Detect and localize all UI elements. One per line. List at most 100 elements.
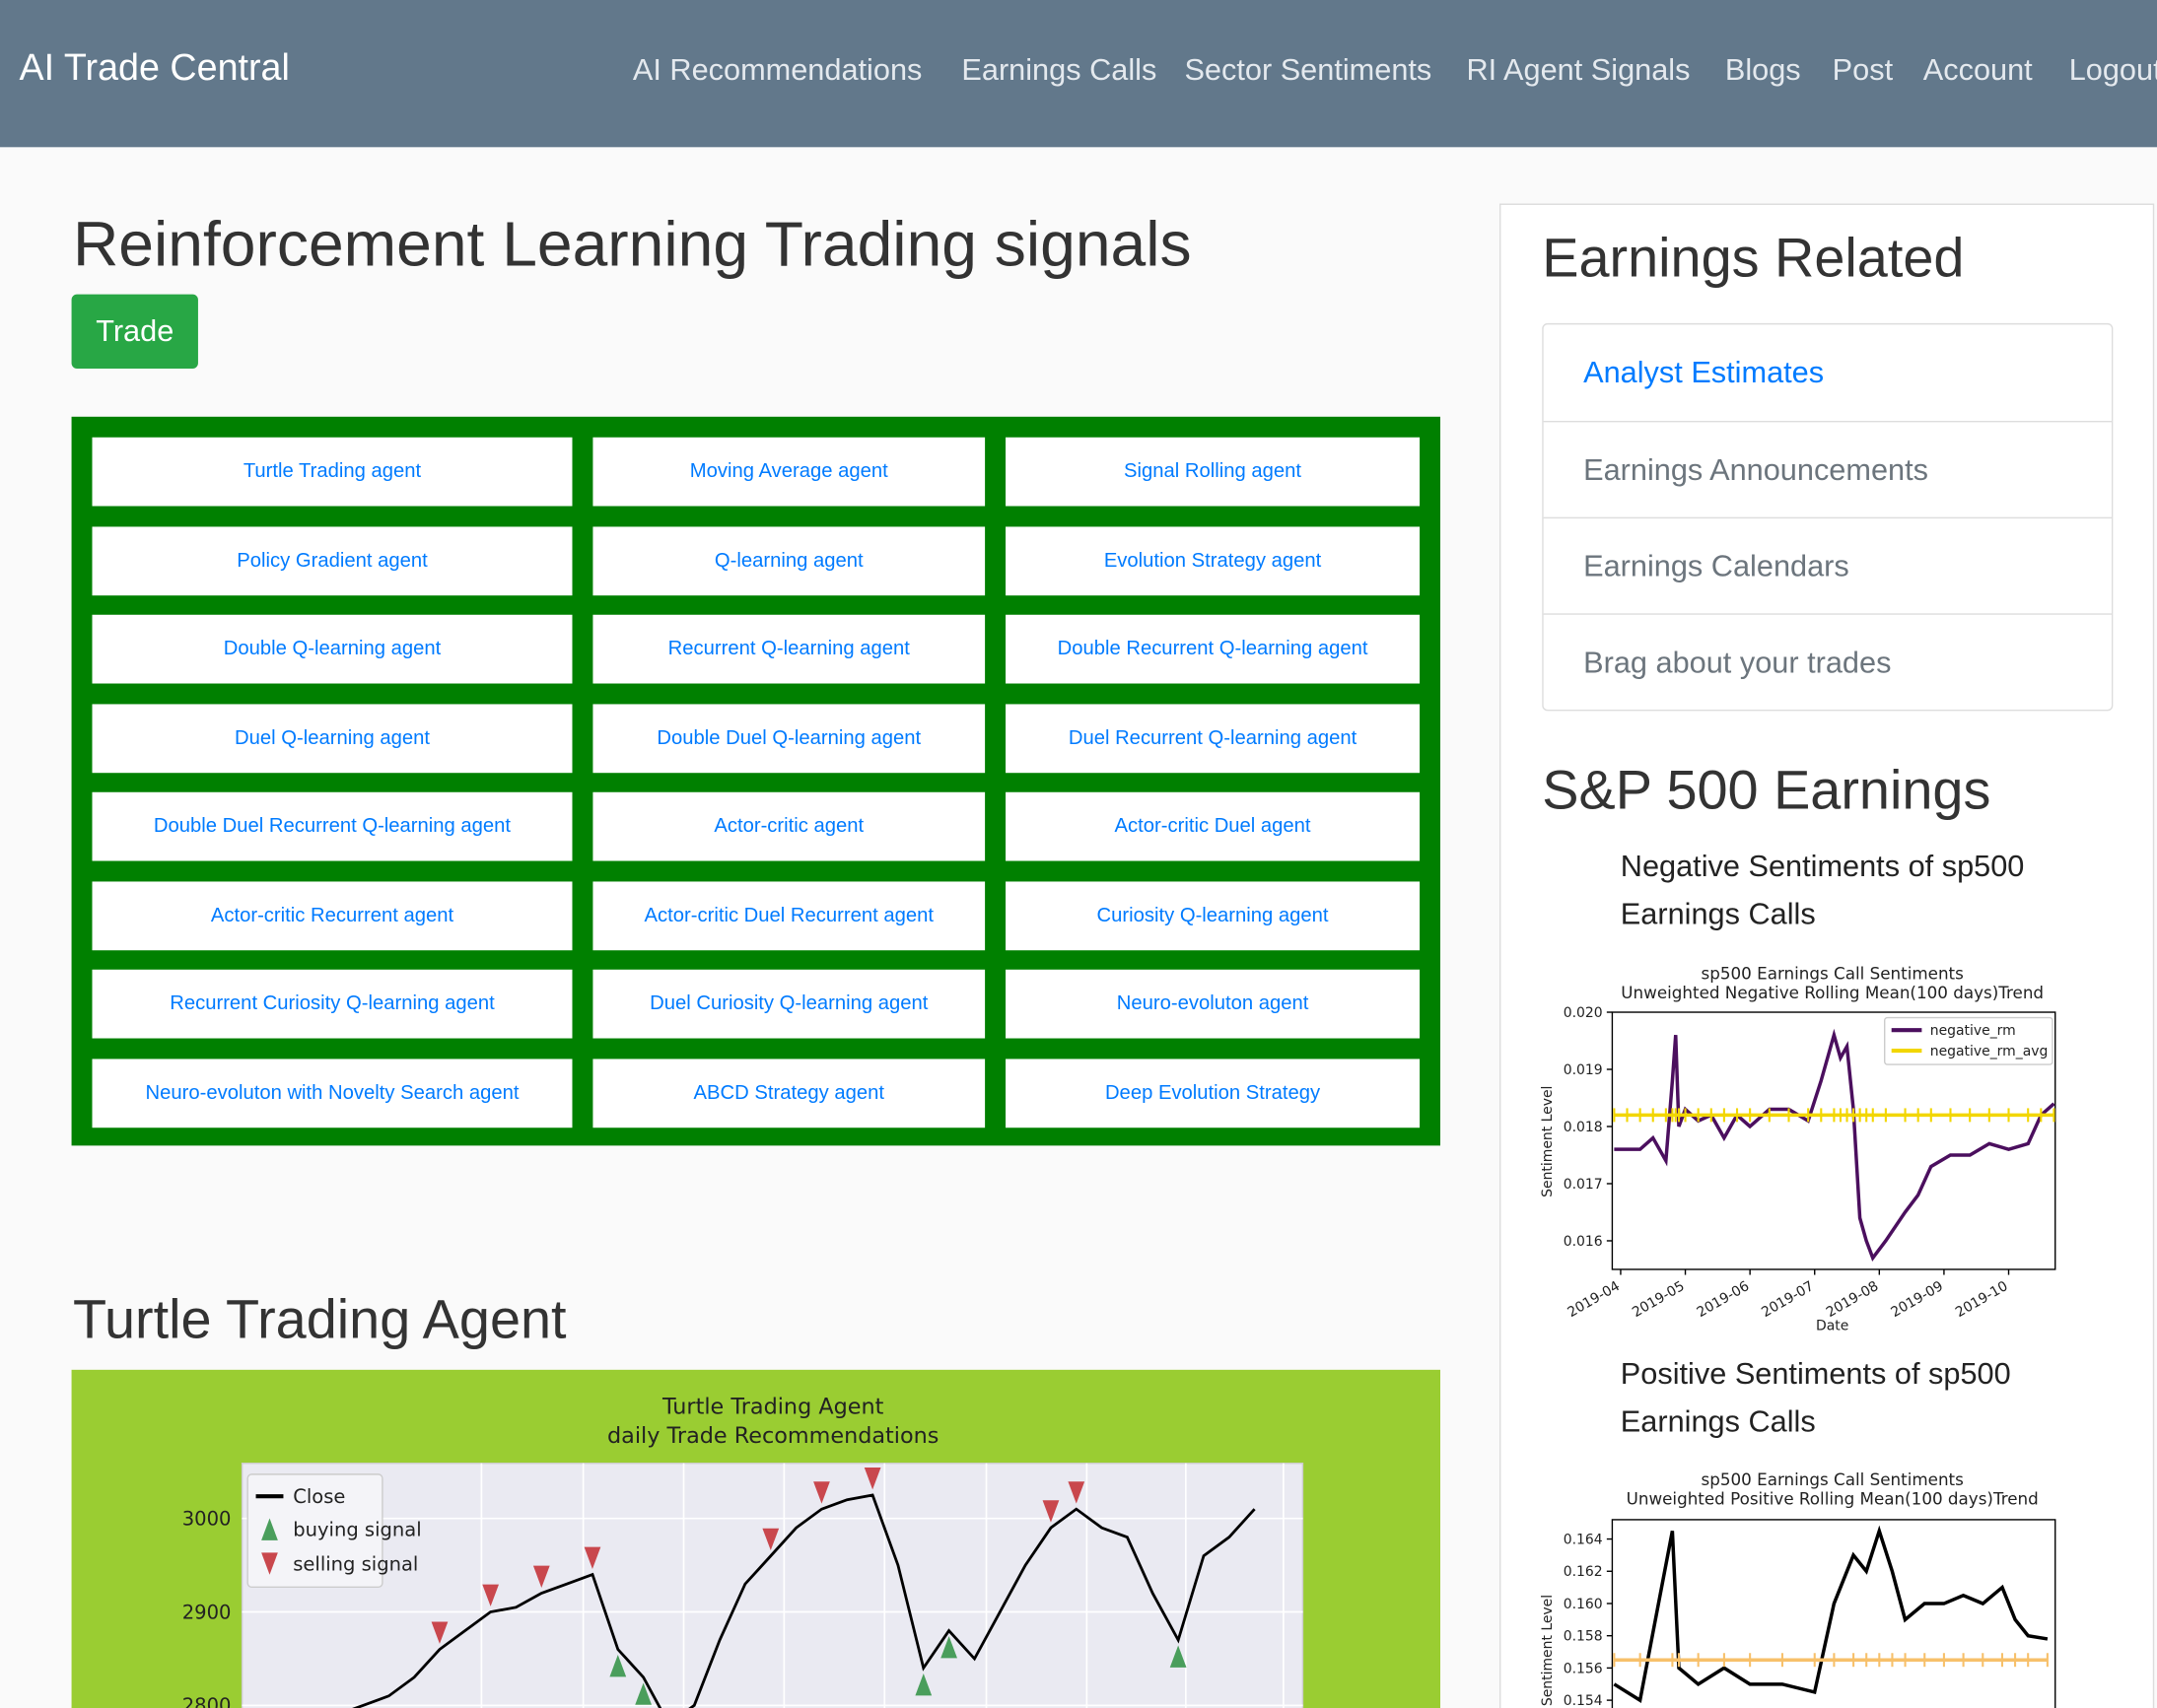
nav-link[interactable]: Post <box>1832 52 1894 87</box>
chart-subtitle: daily Trade Recommendations <box>607 1423 939 1449</box>
y-tick-label: 0.019 <box>1564 1062 1603 1078</box>
agent-link[interactable]: Double Q-learning agent <box>92 614 573 684</box>
agent-link[interactable]: Policy Gradient agent <box>92 525 573 595</box>
x-axis-label: Date <box>1816 1318 1848 1333</box>
legend-swatch <box>261 1552 278 1575</box>
signal-marker <box>762 1528 780 1551</box>
nav-link[interactable]: AI Recommendations <box>632 52 923 87</box>
series-line <box>1614 1028 2055 1262</box>
page-title: Reinforcement Learning Trading signals <box>72 207 1192 280</box>
agent-link[interactable]: Double Duel Q-learning agent <box>592 703 986 773</box>
x-tick-label: 2019-06 <box>1695 1278 1752 1321</box>
legend <box>1884 1016 2053 1065</box>
section-title: Turtle Trading Agent <box>72 1289 567 1351</box>
brand[interactable]: AI Trade Central <box>19 46 290 89</box>
y-tick-label: 2800 <box>182 1694 232 1708</box>
sidebar-title: Earnings Related <box>1542 228 1965 290</box>
agent-link[interactable]: Double Recurrent Q-learning agent <box>1006 614 1421 684</box>
agent-link[interactable]: Double Duel Recurrent Q-learning agent <box>92 791 573 861</box>
nav-link[interactable]: Earnings Calls <box>961 52 1157 87</box>
chart-subtitle: Unweighted Positive Rolling Mean(100 day… <box>1627 1489 2039 1509</box>
legend-label: negative_rm <box>1930 1023 2016 1039</box>
signal-marker <box>1042 1500 1060 1523</box>
signal-marker <box>1169 1645 1187 1668</box>
nav-link[interactable]: Sector Sentiments <box>1184 52 1432 87</box>
chart-title: sp500 Earnings Call Sentiments <box>1702 964 1964 984</box>
agent-link[interactable]: Deep Evolution Strategy <box>1006 1058 1421 1127</box>
agent-link[interactable]: Duel Curiosity Q-learning agent <box>592 969 986 1039</box>
sidebar-section-title: S&P 500 Earnings <box>1542 760 1991 822</box>
y-tick-label: 0.164 <box>1564 1532 1603 1547</box>
agent-link[interactable]: Duel Recurrent Q-learning agent <box>1006 703 1421 773</box>
list-link[interactable]: Earnings Calendars <box>1543 516 2112 614</box>
agent-link[interactable]: Duel Q-learning agent <box>92 703 573 773</box>
chart-caption: Negative Sentiments of sp500 Earnings Ca… <box>1620 848 2025 931</box>
agent-link[interactable]: Recurrent Curiosity Q-learning agent <box>92 969 573 1039</box>
legend-swatch <box>261 1518 278 1540</box>
series-line <box>352 1493 1256 1708</box>
signal-marker <box>635 1682 652 1705</box>
signal-marker <box>609 1655 627 1677</box>
agent-link[interactable]: Recurrent Q-learning agent <box>592 614 986 684</box>
agent-link[interactable]: Actor-critic Duel agent <box>1006 791 1421 861</box>
nav-link[interactable]: Blogs <box>1724 52 1801 87</box>
x-tick-label: 2019-08 <box>1824 1278 1881 1321</box>
signal-marker <box>532 1565 550 1588</box>
navbar: AI Trade Central AI Recommendations Earni… <box>0 0 2157 148</box>
list-link[interactable]: Analyst Estimates <box>1583 355 1825 389</box>
signal-marker <box>940 1636 957 1659</box>
chart-caption: Positive Sentiments of sp500 Earnings Ca… <box>1620 1355 2011 1439</box>
link-list: Analyst Estimates Earnings Announcements E… <box>1542 322 2114 712</box>
signal-marker <box>431 1621 449 1644</box>
legend-label: selling signal <box>293 1553 418 1576</box>
y-tick-label: 0.160 <box>1564 1597 1603 1612</box>
chart-title: Turtle Trading Agent <box>661 1394 884 1419</box>
x-tick-label: 2019-07 <box>1759 1278 1816 1321</box>
agent-link[interactable]: Turtle Trading agent <box>92 437 573 507</box>
agent-link[interactable]: ABCD Strategy agent <box>592 1058 986 1127</box>
nav-link[interactable]: RI Agent Signals <box>1466 52 1691 87</box>
nav-link[interactable]: Account <box>1922 52 2033 87</box>
agent-link[interactable]: Curiosity Q-learning agent <box>1006 880 1421 950</box>
y-tick-label: 0.156 <box>1564 1661 1603 1676</box>
trade-button[interactable]: Trade <box>71 294 198 369</box>
x-tick-label: 2019-05 <box>1630 1278 1687 1321</box>
x-tick-label: 2019-10 <box>1953 1278 2010 1321</box>
agent-link[interactable]: Moving Average agent <box>592 437 986 507</box>
agent-grid: Turtle Trading agent Moving Average agent… <box>71 416 1440 1146</box>
agent-link[interactable]: Evolution Strategy agent <box>1006 525 1421 595</box>
signal-marker <box>584 1546 601 1569</box>
legend <box>246 1473 383 1589</box>
y-tick-label: 0.016 <box>1564 1234 1603 1250</box>
agent-link[interactable]: Neuro-evoluton agent <box>1006 969 1421 1039</box>
y-tick-label: 2900 <box>182 1601 232 1623</box>
list-link[interactable]: Earnings Announcements <box>1543 420 2112 517</box>
legend-label: negative_rm_avg <box>1930 1044 2049 1059</box>
x-tick-label: 2019-09 <box>1888 1278 1945 1321</box>
y-tick-label: 0.162 <box>1564 1564 1603 1580</box>
agent-link[interactable]: Signal Rolling agent <box>1006 437 1421 507</box>
y-axis-label: Sentiment Level <box>1540 1595 1556 1706</box>
agent-link[interactable]: Q-learning agent <box>592 525 986 595</box>
nav-link[interactable]: Logout <box>2068 52 2157 87</box>
y-tick-label: 0.158 <box>1564 1629 1603 1645</box>
agent-link[interactable]: Actor-critic Recurrent agent <box>92 880 573 950</box>
chart-subtitle: Unweighted Negative Rolling Mean(100 day… <box>1621 983 2044 1002</box>
signal-marker <box>1068 1481 1085 1504</box>
signal-marker <box>864 1468 881 1490</box>
series-line <box>1613 1525 2049 1703</box>
y-tick-label: 3000 <box>182 1508 232 1531</box>
y-tick-label: 0.017 <box>1564 1177 1603 1193</box>
chart-title: sp500 Earnings Call Sentiments <box>1702 1469 1964 1489</box>
list-link[interactable]: Brag about your trades <box>1543 613 2112 710</box>
y-axis-label: Sentiment Level <box>1540 1086 1556 1197</box>
agent-link[interactable]: Neuro-evoluton with Novelty Search agent <box>92 1058 573 1127</box>
agent-link[interactable]: Actor-critic agent <box>592 791 986 861</box>
x-tick-label: 2019-04 <box>1566 1278 1624 1321</box>
legend-label: buying signal <box>293 1519 421 1541</box>
y-tick-label: 0.018 <box>1564 1120 1603 1135</box>
y-tick-label: 0.020 <box>1564 1005 1603 1021</box>
agent-link[interactable]: Actor-critic Duel Recurrent agent <box>592 880 986 950</box>
